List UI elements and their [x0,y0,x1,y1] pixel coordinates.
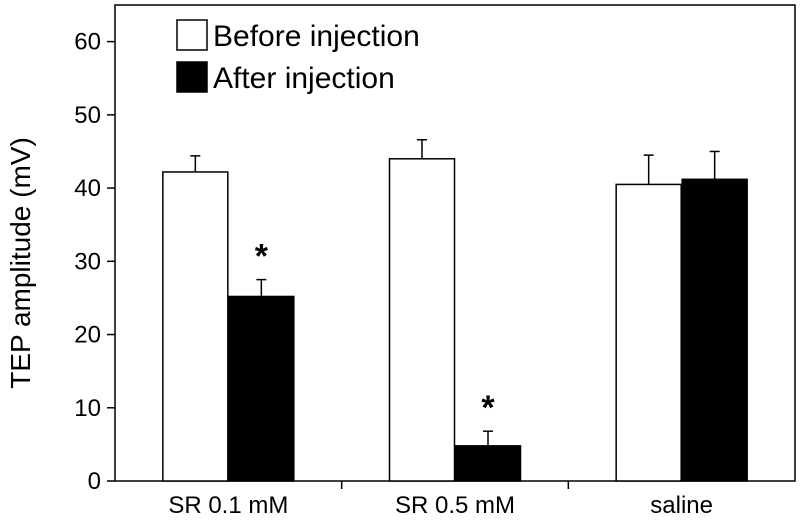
y-tick-label: 50 [74,102,101,129]
legend: Before injection After injection [176,19,420,95]
bar-after [228,295,295,482]
error-bars [190,138,720,446]
y-tick-label: 60 [74,29,101,56]
legend-label: After injection [213,62,395,95]
bars [162,158,748,482]
bar-after [681,178,748,482]
y-axis: 0 10 20 30 40 50 60 [74,29,115,495]
y-tick-label: 20 [74,322,101,349]
y-axis-title: TEP amplitude (mV) [5,137,36,389]
x-tick-label: saline [650,492,713,519]
legend-swatch-before [176,19,208,51]
y-tick-label: 40 [74,175,101,202]
significance-markers: ** [255,238,496,428]
y-tick-label: 0 [88,468,101,495]
y-tick-label: 30 [74,248,101,275]
x-axis: SR 0.1 mM SR 0.5 mM saline [168,481,713,519]
significance-star: * [481,389,495,427]
legend-swatch-after [176,61,208,93]
bar-before [388,158,456,482]
bar-before [615,183,682,482]
significance-star: * [255,238,269,276]
legend-label: Before injection [213,20,420,53]
bar-before [162,171,229,482]
x-tick-label: SR 0.1 mM [168,492,288,519]
y-tick-label: 10 [74,395,101,422]
x-tick-label: SR 0.5 mM [395,492,515,519]
bar-after [454,445,522,482]
